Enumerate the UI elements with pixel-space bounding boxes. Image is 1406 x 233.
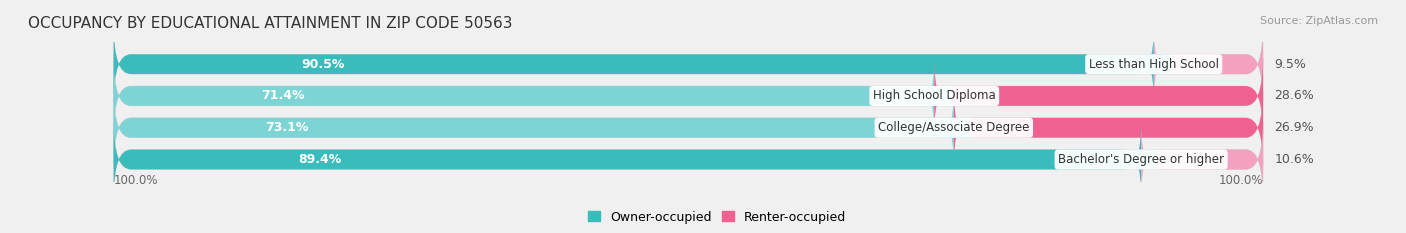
Text: 26.9%: 26.9%: [1274, 121, 1315, 134]
Text: 71.4%: 71.4%: [262, 89, 305, 103]
FancyBboxPatch shape: [114, 58, 1263, 134]
Text: Bachelor's Degree or higher: Bachelor's Degree or higher: [1059, 153, 1225, 166]
FancyBboxPatch shape: [114, 90, 953, 165]
Bar: [917, 86, 952, 106]
Text: 100.0%: 100.0%: [114, 174, 159, 187]
Text: Source: ZipAtlas.com: Source: ZipAtlas.com: [1260, 16, 1378, 26]
FancyBboxPatch shape: [1142, 122, 1263, 197]
Text: Less than High School: Less than High School: [1088, 58, 1219, 71]
FancyBboxPatch shape: [114, 26, 1263, 102]
FancyBboxPatch shape: [953, 90, 1263, 165]
Text: 28.6%: 28.6%: [1274, 89, 1315, 103]
FancyBboxPatch shape: [114, 58, 934, 134]
FancyBboxPatch shape: [114, 122, 1142, 197]
Text: 100.0%: 100.0%: [1219, 174, 1263, 187]
Text: 10.6%: 10.6%: [1274, 153, 1315, 166]
Bar: [936, 118, 972, 137]
FancyBboxPatch shape: [114, 122, 1263, 197]
Bar: [1136, 54, 1171, 74]
Text: 9.5%: 9.5%: [1274, 58, 1306, 71]
Text: 73.1%: 73.1%: [264, 121, 308, 134]
Bar: [1123, 150, 1159, 169]
FancyBboxPatch shape: [1154, 26, 1263, 102]
FancyBboxPatch shape: [114, 90, 1263, 165]
FancyBboxPatch shape: [934, 58, 1263, 134]
Bar: [1123, 150, 1159, 169]
FancyBboxPatch shape: [114, 26, 1154, 102]
Bar: [917, 86, 952, 106]
Bar: [936, 118, 972, 137]
Text: High School Diploma: High School Diploma: [873, 89, 995, 103]
Text: College/Associate Degree: College/Associate Degree: [879, 121, 1029, 134]
Text: OCCUPANCY BY EDUCATIONAL ATTAINMENT IN ZIP CODE 50563: OCCUPANCY BY EDUCATIONAL ATTAINMENT IN Z…: [28, 16, 513, 31]
Bar: [1136, 54, 1171, 74]
Legend: Owner-occupied, Renter-occupied: Owner-occupied, Renter-occupied: [582, 206, 852, 229]
Text: 90.5%: 90.5%: [301, 58, 344, 71]
Text: 89.4%: 89.4%: [298, 153, 342, 166]
